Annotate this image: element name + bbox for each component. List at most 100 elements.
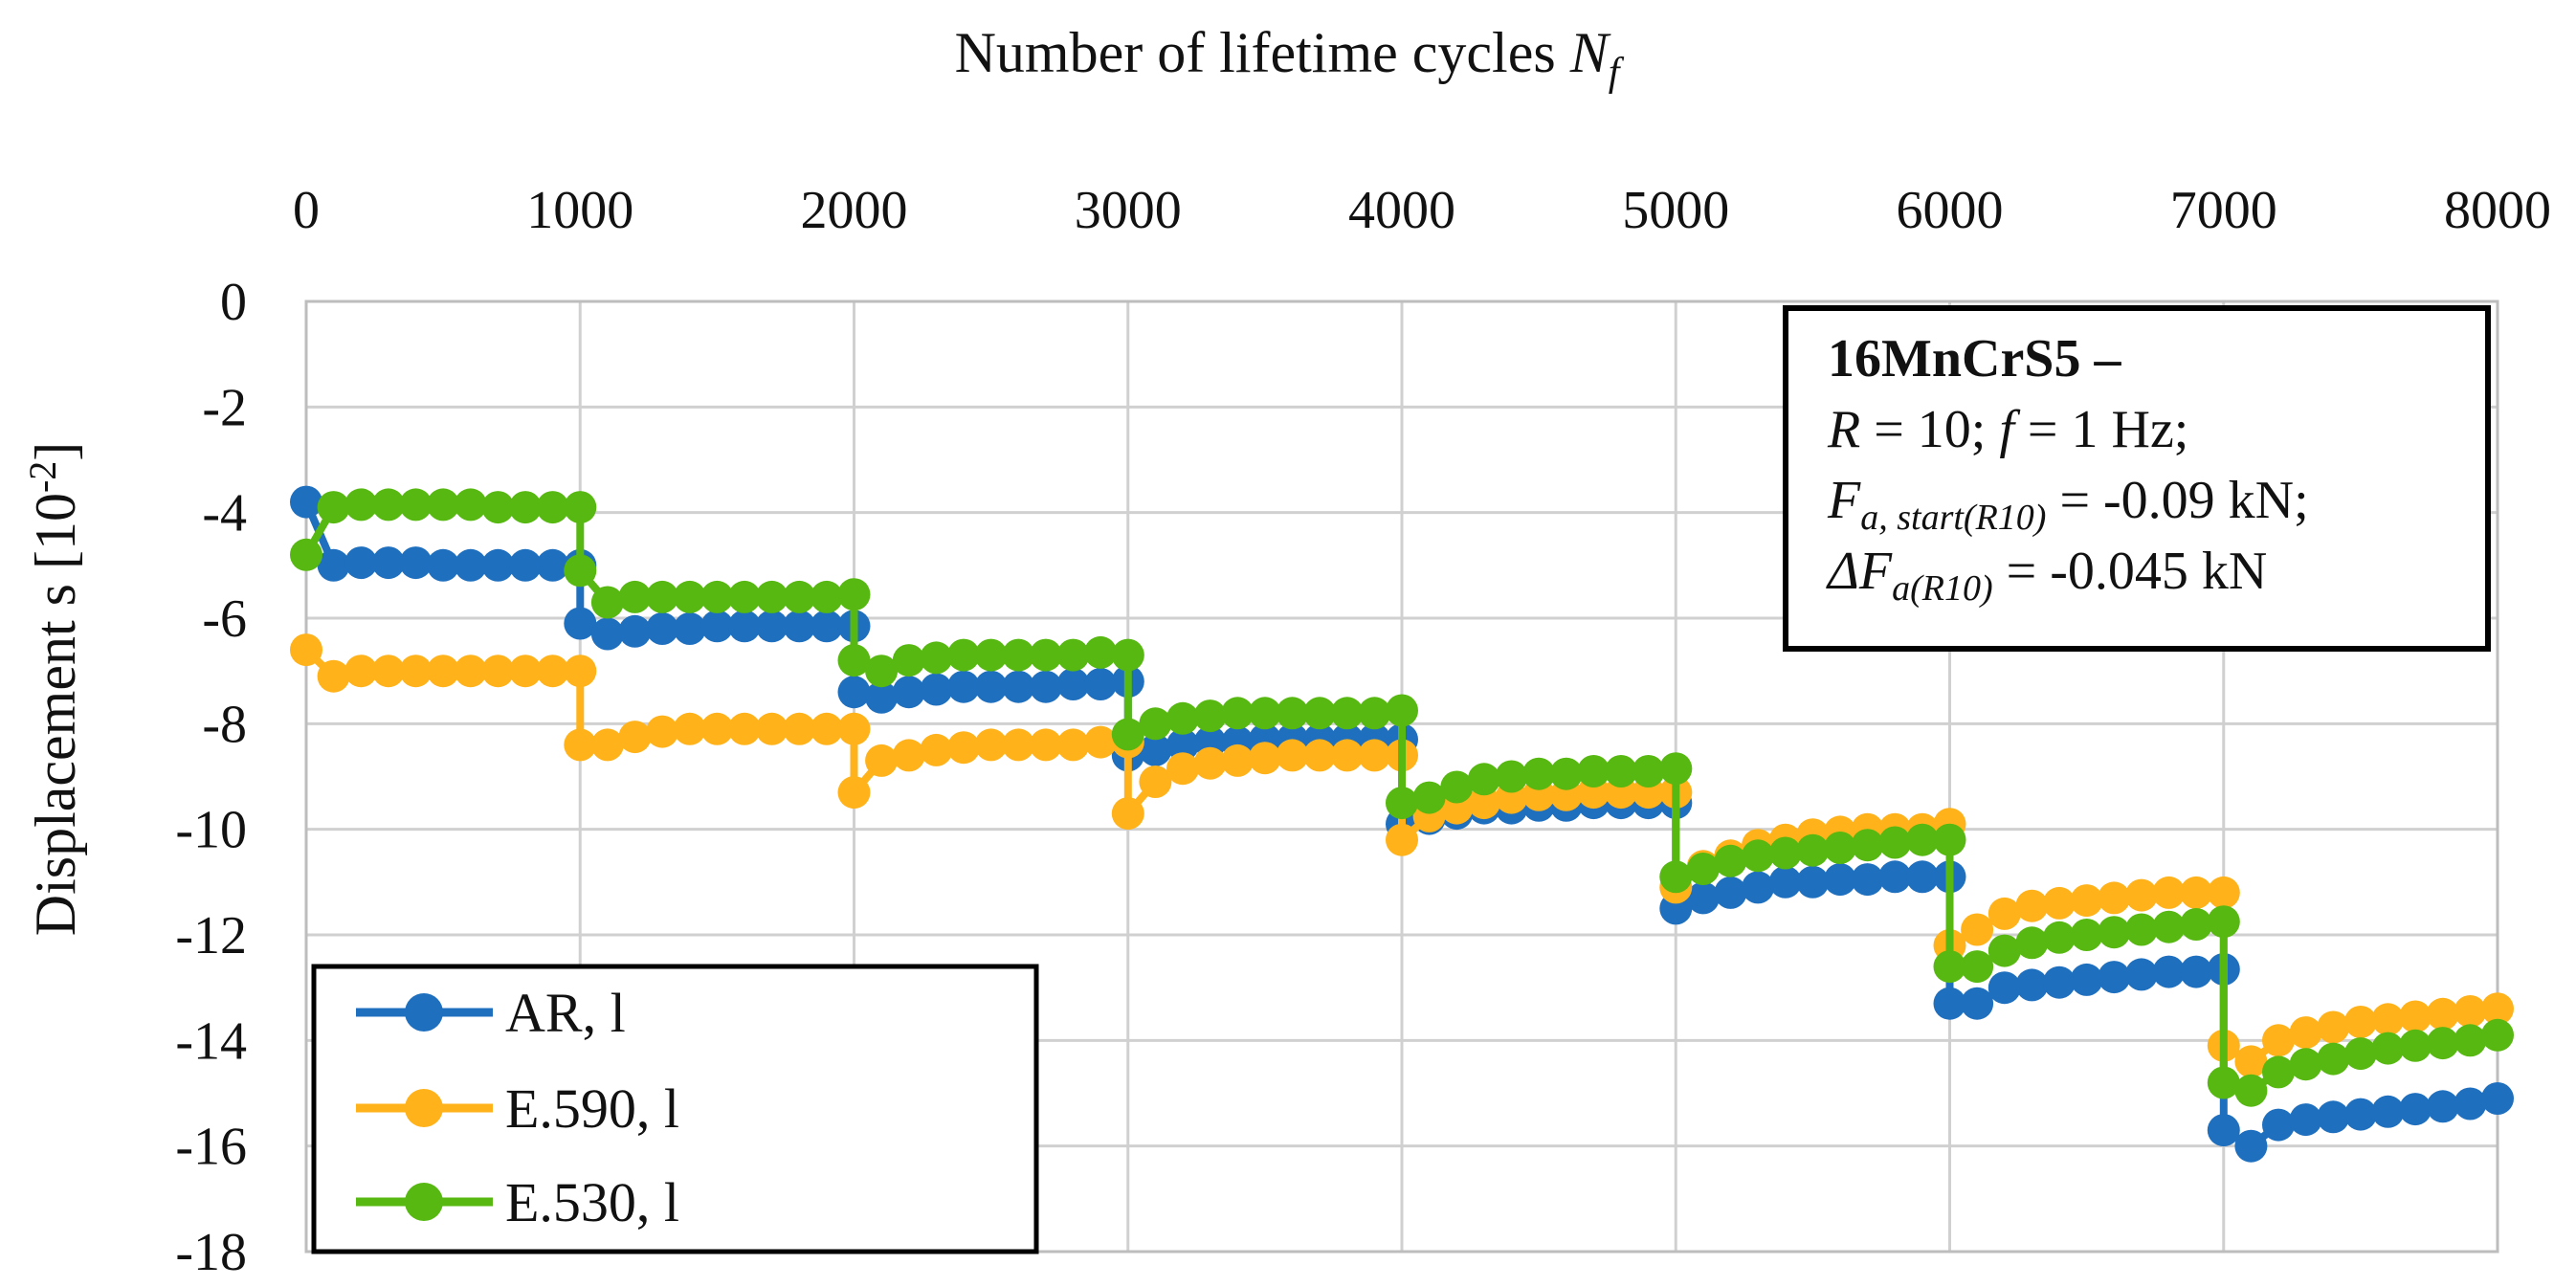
data-point-e590 (837, 712, 871, 745)
data-point-ar (1824, 863, 1856, 897)
data-point-ar (618, 614, 652, 648)
data-point-e530 (700, 580, 734, 613)
series-ar (290, 485, 2514, 1163)
data-point-e530 (1056, 638, 1090, 672)
data-point-e530 (1796, 833, 1830, 867)
data-point-e530 (290, 538, 322, 571)
data-point-e530 (2098, 916, 2131, 949)
data-point-ar (2262, 1108, 2295, 1142)
data-point-e590 (2234, 1045, 2268, 1078)
data-point-ar (810, 610, 843, 643)
data-point-ar (1686, 881, 1720, 915)
data-point-ar (1166, 728, 1199, 762)
data-point-ar (646, 612, 679, 645)
data-point-e590 (700, 712, 734, 745)
data-point-e590 (344, 655, 378, 688)
data-point-ar (564, 607, 597, 640)
data-point-e590 (2262, 1024, 2295, 1057)
legend-item-e530: E.530, l (356, 1171, 679, 1233)
data-point-ar (2371, 1095, 2405, 1128)
data-point-e530 (2043, 921, 2076, 954)
y-tick-label: -4 (202, 484, 247, 544)
data-point-ar (1933, 987, 1966, 1020)
data-point-e590 (2180, 876, 2213, 909)
data-point-e530 (2207, 905, 2240, 939)
y-tick-label: -6 (202, 589, 247, 649)
data-point-e530 (618, 580, 652, 613)
data-point-e590 (2399, 1000, 2432, 1033)
data-point-e590 (1961, 913, 1994, 946)
data-point-e590 (2426, 997, 2459, 1031)
data-point-ar (590, 617, 624, 651)
data-point-e530 (1714, 844, 1747, 877)
data-point-e590 (564, 728, 597, 762)
annotation-line-4: ΔFa(R10) = -0.045 kN (1826, 542, 2267, 609)
data-point-e530 (2371, 1032, 2405, 1065)
data-point-ar (892, 676, 925, 709)
data-point-ar (2481, 1082, 2514, 1115)
data-point-e530 (2180, 908, 2213, 941)
data-point-ar (2124, 958, 2158, 991)
data-point-e590 (1276, 739, 1309, 772)
data-point-e530 (783, 580, 816, 613)
data-point-e590 (1193, 746, 1227, 780)
data-point-e530 (1933, 823, 1966, 856)
data-point-e530 (1386, 787, 1418, 820)
data-point-e530 (1824, 832, 1856, 864)
data-point-e590 (1139, 766, 1172, 798)
x-tick-label: 7000 (2170, 181, 2277, 240)
legend-swatch-marker-ar (405, 993, 443, 1032)
data-point-e590 (371, 655, 405, 688)
y-tick-label: -2 (202, 378, 247, 437)
data-point-e530 (481, 491, 515, 524)
data-point-ar (2180, 955, 2213, 988)
data-point-ar (2426, 1090, 2459, 1123)
data-point-ar (2454, 1087, 2487, 1121)
data-point-e590 (646, 715, 679, 748)
data-point-e530 (2399, 1029, 2432, 1062)
data-point-ar (2015, 968, 2049, 1002)
data-point-ar (2098, 961, 2131, 994)
data-point-e530 (1084, 635, 1118, 669)
x-tick-label: 4000 (1348, 181, 1455, 240)
data-point-e590 (810, 712, 843, 745)
data-point-e530 (427, 488, 460, 521)
x-tick-labels: 0 1000 2000 3000 4000 5000 6000 7000 8000 (293, 181, 2551, 240)
data-point-e530 (1988, 934, 2021, 967)
data-point-ar (536, 548, 569, 582)
data-point-e530 (1330, 697, 1364, 730)
data-point-e530 (755, 580, 788, 613)
data-point-ar (1002, 670, 1035, 703)
x-tick-label: 5000 (1622, 181, 1729, 240)
data-point-e530 (2152, 910, 2186, 943)
data-point-e590 (892, 739, 925, 772)
data-point-e530 (1961, 950, 1994, 984)
data-point-e530 (1851, 829, 1884, 862)
data-point-e530 (1577, 755, 1610, 788)
data-point-e590 (2481, 992, 2514, 1026)
data-point-e530 (673, 580, 706, 613)
data-point-ar (1878, 860, 1912, 894)
data-point-e590 (920, 733, 953, 766)
data-point-e530 (509, 491, 542, 524)
series-layer (290, 485, 2514, 1163)
data-point-e530 (2234, 1074, 2268, 1107)
data-point-e530 (1659, 752, 1693, 786)
data-point-ar (974, 670, 1008, 703)
data-point-ar (454, 548, 487, 582)
data-point-e590 (1358, 739, 1391, 772)
data-point-e530 (1386, 694, 1418, 727)
data-point-e530 (2262, 1055, 2295, 1089)
data-point-e530 (1905, 823, 1939, 856)
data-point-e530 (2124, 913, 2158, 946)
data-point-e530 (728, 580, 761, 613)
x-tick-label: 3000 (1075, 181, 1182, 240)
y-tick-label: -16 (175, 1118, 247, 1177)
data-point-e530 (810, 580, 843, 613)
data-point-ar (481, 548, 515, 582)
data-point-e530 (1276, 697, 1309, 730)
legend-label-e530: E.530, l (505, 1171, 679, 1233)
data-point-e590 (1056, 728, 1090, 762)
data-point-ar (2289, 1103, 2322, 1137)
